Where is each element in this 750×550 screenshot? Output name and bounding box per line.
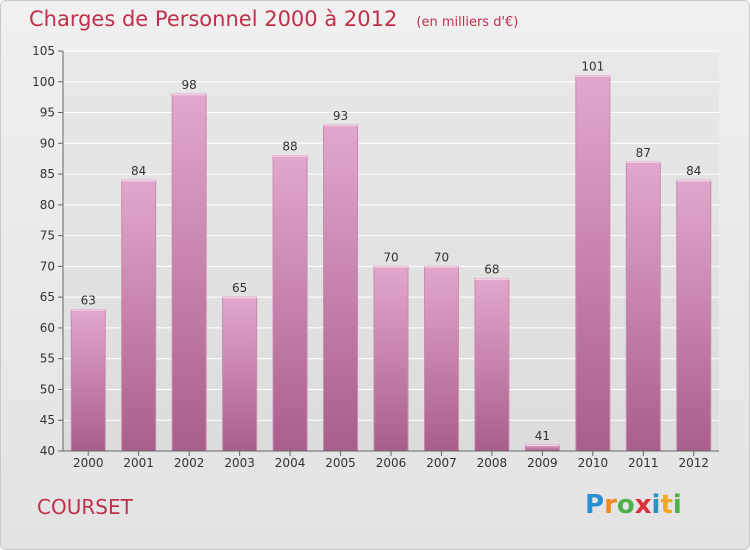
y-tick-label: 60 <box>40 321 55 335</box>
bar <box>171 93 207 452</box>
bars: 63 84 98 65 88 93 70 70 68 41 101 87 84 <box>70 60 712 452</box>
logo-letter: o <box>616 490 635 520</box>
data-label: 98 <box>182 78 197 92</box>
logo-letter: r <box>604 490 617 520</box>
title-row: Charges de Personnel 2000 à 2012 (en mil… <box>29 7 518 31</box>
data-label: 41 <box>535 429 550 443</box>
proxiti-logo: Proxiti <box>585 490 682 520</box>
data-label: 68 <box>484 263 499 277</box>
x-tick-label: 2003 <box>224 456 255 470</box>
data-label: 63 <box>81 293 96 307</box>
y-tick-label: 40 <box>40 444 55 458</box>
logo-letter: t <box>660 490 673 520</box>
x-tick-label: 2002 <box>174 456 205 470</box>
data-label: 84 <box>131 164 146 178</box>
logo-letter: P <box>585 490 605 520</box>
commune-name: COURSET <box>37 495 133 519</box>
y-tick-label: 90 <box>40 136 55 150</box>
bar <box>222 296 258 452</box>
y-tick-label: 55 <box>40 352 55 366</box>
y-tick-label: 100 <box>32 75 55 89</box>
x-tick-label: 2010 <box>578 456 609 470</box>
y-axis: 40 45 50 55 60 65 70 75 80 85 90 95 100 105 <box>32 44 64 458</box>
bar <box>373 265 409 452</box>
y-tick-label: 75 <box>40 229 55 243</box>
logo-letter: i <box>651 490 661 520</box>
y-tick-label: 95 <box>40 106 55 120</box>
y-tick-label: 70 <box>40 259 55 273</box>
bar <box>423 265 459 452</box>
data-label: 84 <box>686 164 701 178</box>
data-label: 87 <box>636 146 651 160</box>
bar <box>70 308 106 452</box>
y-tick-label: 105 <box>32 44 55 58</box>
x-tick-label: 2001 <box>123 456 154 470</box>
bar <box>474 278 510 452</box>
bar <box>121 179 157 452</box>
bar <box>625 161 661 452</box>
bar <box>323 124 359 452</box>
data-label: 70 <box>434 250 449 264</box>
x-tick-label: 2012 <box>678 456 709 470</box>
y-tick-label: 45 <box>40 413 55 427</box>
y-tick-label: 65 <box>40 290 55 304</box>
chart-title: Charges de Personnel 2000 à 2012 <box>29 7 398 31</box>
x-tick-label: 2009 <box>527 456 558 470</box>
bar <box>676 179 712 452</box>
logo-letter: x <box>634 490 652 520</box>
bar <box>575 75 611 452</box>
x-tick-label: 2004 <box>275 456 306 470</box>
y-tick-label: 50 <box>40 382 55 396</box>
x-tick-label: 2000 <box>73 456 104 470</box>
x-tick-label: 2007 <box>426 456 457 470</box>
bar <box>272 155 308 452</box>
x-tick-label: 2011 <box>628 456 659 470</box>
data-label: 93 <box>333 109 348 123</box>
data-label: 101 <box>581 60 604 74</box>
logo-letter: i <box>672 490 682 520</box>
chart-subtitle: (en milliers d'€) <box>416 15 519 30</box>
y-tick-label: 80 <box>40 198 55 212</box>
x-tick-label: 2006 <box>376 456 407 470</box>
data-label: 70 <box>383 250 398 264</box>
x-tick-label: 2005 <box>325 456 356 470</box>
x-axis: 2000 2001 2002 2003 2004 2005 2006 2007 2008 2009… <box>63 450 719 470</box>
data-label: 88 <box>282 140 297 154</box>
x-tick-label: 2008 <box>477 456 508 470</box>
y-tick-label: 85 <box>40 167 55 181</box>
data-label: 65 <box>232 281 247 295</box>
